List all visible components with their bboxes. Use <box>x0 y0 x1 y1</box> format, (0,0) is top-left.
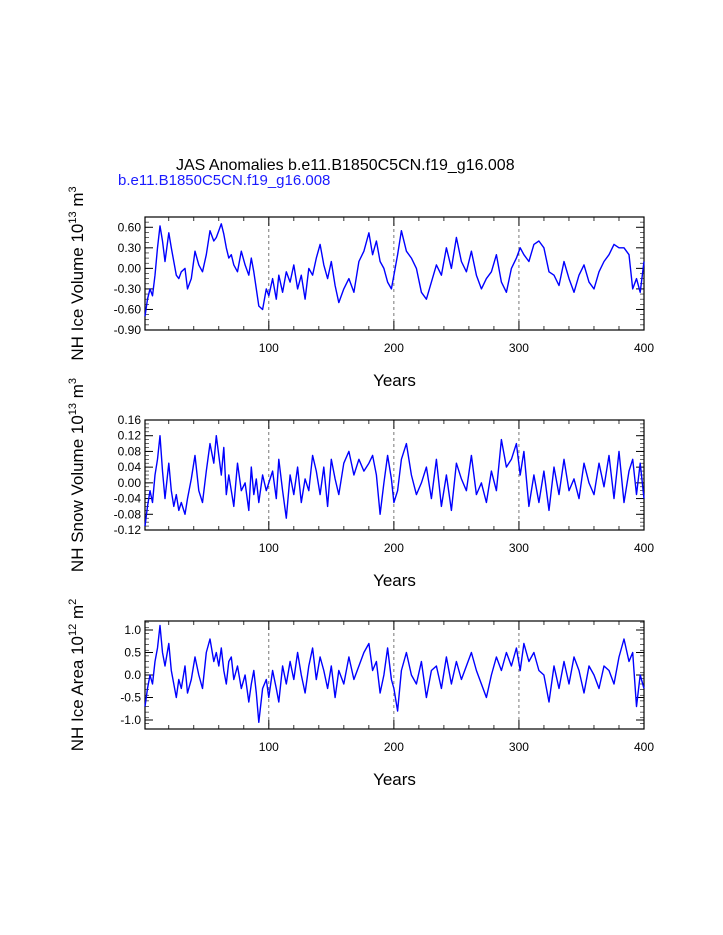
y-tick-label: 1.0 <box>124 623 141 637</box>
series-line <box>144 624 645 723</box>
y-tick-label: 0.00 <box>118 476 142 490</box>
figure-title: JAS Anomalies b.e11.B1850C5CN.f19_g16.00… <box>176 157 515 174</box>
y-tick-label: 0.00 <box>118 261 142 275</box>
y-axis-label: NH Ice Area 1012 m2 <box>67 599 87 752</box>
y-axis-label: NH Ice Volume 1013 m3 <box>67 186 87 360</box>
y-tick-label: 0.5 <box>124 646 141 660</box>
y-tick-label: 0.04 <box>118 460 142 474</box>
y-tick-label: -0.30 <box>114 282 142 296</box>
y-axis-label: NH Snow Volume 1013 m3 <box>67 378 87 572</box>
x-tick-label: 400 <box>634 740 654 754</box>
y-tick-label: -0.04 <box>114 492 142 506</box>
y-tick-label: 0.0 <box>124 668 141 682</box>
x-axis-label: Years <box>373 371 416 390</box>
x-tick-label: 200 <box>384 740 404 754</box>
x-tick-label: 100 <box>259 740 279 754</box>
plot-frame <box>144 620 645 730</box>
y-tick-label: -0.60 <box>114 302 142 316</box>
x-tick-label: 400 <box>634 341 654 355</box>
figure-subtitle: b.e11.B1850C5CN.f19_g16.008 <box>118 172 331 189</box>
y-tick-label: -0.08 <box>114 507 142 521</box>
y-tick-label: -0.90 <box>114 323 142 337</box>
y-tick-label: -0.5 <box>120 691 141 705</box>
y-tick-label: 0.60 <box>118 220 142 234</box>
y-tick-label: -1.0 <box>120 713 141 727</box>
x-axis-label: Years <box>373 571 416 590</box>
x-tick-label: 100 <box>259 541 279 555</box>
x-tick-label: 300 <box>509 341 529 355</box>
series-line <box>144 435 645 527</box>
x-tick-label: 100 <box>259 341 279 355</box>
x-tick-label: 200 <box>384 541 404 555</box>
x-tick-label: 200 <box>384 341 404 355</box>
y-tick-label: 0.08 <box>118 444 142 458</box>
series-line <box>144 223 645 317</box>
y-tick-label: 0.30 <box>118 241 142 255</box>
x-tick-label: 300 <box>509 740 529 754</box>
y-tick-label: 0.12 <box>118 429 142 443</box>
x-tick-label: 300 <box>509 541 529 555</box>
y-tick-label: -0.12 <box>114 523 142 537</box>
x-tick-label: 400 <box>634 541 654 555</box>
x-axis-label: Years <box>373 770 416 789</box>
y-tick-label: 0.16 <box>118 413 142 427</box>
